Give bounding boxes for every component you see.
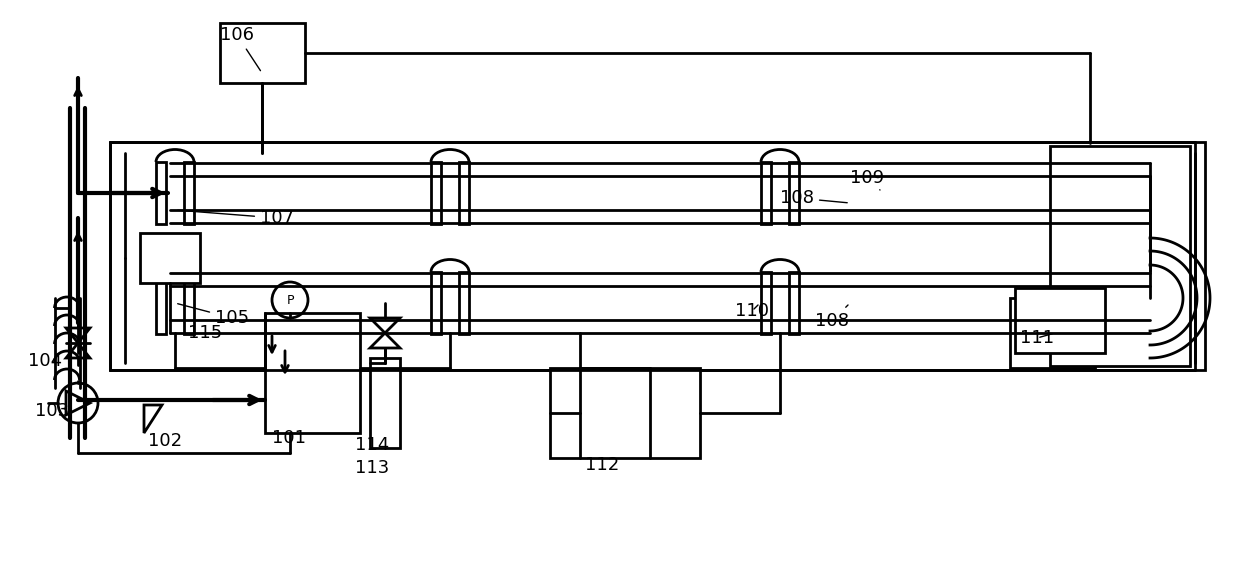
Bar (761, 162, 771, 224)
Text: 114: 114 (356, 436, 389, 454)
Text: 108: 108 (815, 305, 849, 330)
Text: 109: 109 (850, 169, 885, 190)
Bar (458, 272, 470, 334)
Bar (221, 23, 305, 83)
Text: P: P (286, 293, 294, 306)
Bar (370, 358, 400, 448)
Text: 115: 115 (188, 324, 222, 342)
Bar (789, 162, 799, 224)
Text: 101: 101 (273, 429, 306, 447)
Bar (1070, 272, 1080, 334)
Text: 111: 111 (1020, 329, 1054, 347)
Text: 113: 113 (356, 459, 389, 477)
Bar (789, 272, 799, 334)
Bar (1049, 146, 1189, 366)
Bar (185, 272, 195, 334)
Bar (1099, 162, 1109, 224)
Text: 102: 102 (147, 432, 182, 450)
Bar (431, 162, 441, 224)
Bar (140, 233, 199, 283)
Bar (1070, 162, 1080, 224)
Text: 110: 110 (735, 302, 769, 320)
Bar (1010, 298, 1095, 368)
Bar (265, 313, 361, 433)
Bar (550, 368, 700, 458)
Bar (431, 272, 441, 334)
Bar (156, 162, 166, 224)
Bar (125, 153, 1194, 258)
Text: 107: 107 (177, 209, 294, 227)
Bar (1099, 272, 1109, 334)
Bar (185, 162, 195, 224)
Bar (761, 272, 771, 334)
Text: 105: 105 (177, 304, 249, 327)
Text: 112: 112 (585, 456, 620, 474)
Text: 106: 106 (221, 26, 260, 71)
Bar (1015, 288, 1105, 353)
Bar (458, 162, 470, 224)
Text: 103: 103 (35, 402, 69, 420)
Text: 108: 108 (781, 189, 847, 207)
Text: 104: 104 (28, 352, 62, 370)
Bar (110, 142, 1206, 370)
Bar (156, 272, 166, 334)
Bar (125, 258, 1194, 363)
